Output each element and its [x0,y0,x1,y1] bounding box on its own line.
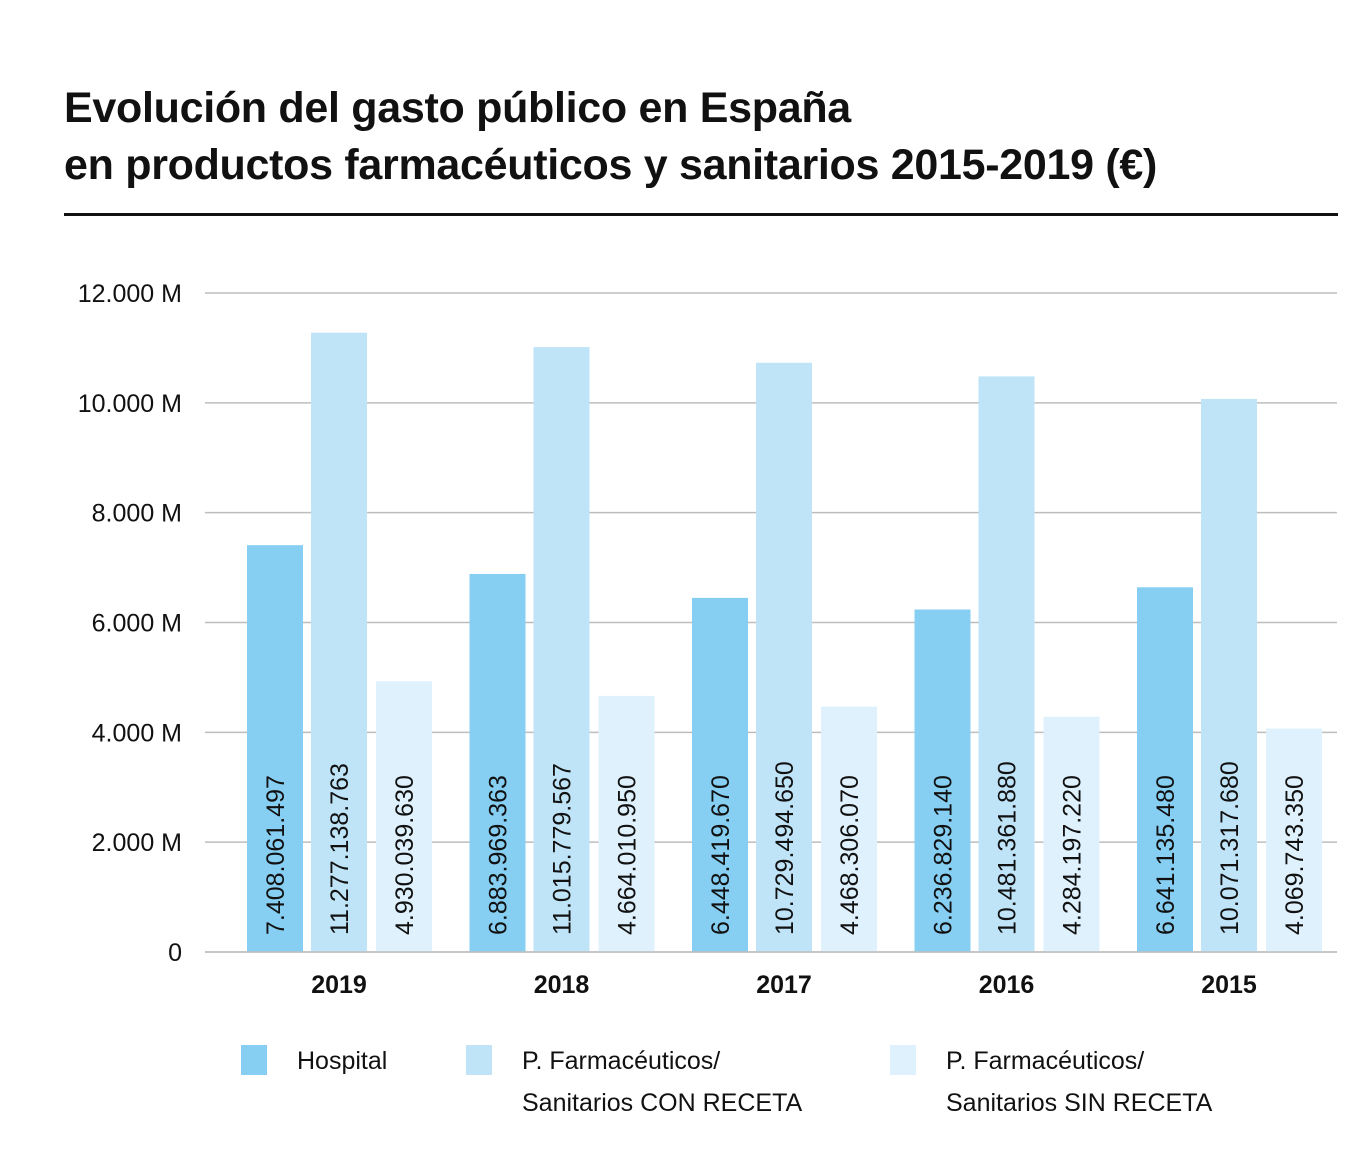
bar [376,681,432,952]
chart-title: Evolución del gasto público en España en… [64,80,1157,194]
bar [1137,587,1193,952]
bar-value-label: 4.468.306.070 [836,775,864,935]
bar-value-label: 10.071.317.680 [1216,761,1244,935]
y-tick-label: 12.000 M [78,280,182,308]
y-tick-label: 0 [168,939,182,967]
bar [598,695,655,952]
bar-value-label: 6.883.969.363 [485,775,513,935]
y-tick-label: 8.000 M [92,500,182,528]
title-divider [64,213,1338,216]
bar [469,573,526,952]
bar [692,597,748,952]
bar-value-label: 7.408.061.497 [262,775,290,935]
x-tick-label: 2015 [1201,971,1257,999]
bar-value-label: 4.069.743.350 [1281,775,1309,935]
bar [533,347,590,952]
title-line-1: Evolución del gasto público en España [64,84,851,132]
bar [311,332,367,952]
legend-swatch-hospital [241,1045,267,1075]
bar-value-label: 4.930.039.630 [391,775,419,935]
y-tick-label: 6.000 M [92,610,182,638]
bar [756,362,812,952]
y-tick-label: 4.000 M [92,719,182,747]
bar-chart: 0 2.000 M 4.000 M 6.000 M 8.000 M 10.000 M 12.… [78,280,1337,999]
legend-label: Hospital [297,1047,388,1075]
bar-value-label: 4.284.197.220 [1059,775,1087,935]
bar-value-label: 6.448.419.670 [707,775,735,935]
y-tick-label: 10.000 M [78,390,182,418]
bar-value-label: 10.481.361.880 [994,761,1022,935]
bar [247,545,303,952]
title-line-2: en productos farmacéuticos y sanitarios … [64,141,1157,189]
bar-value-label: 10.729.494.650 [771,761,799,935]
bar-value-label: 6.641.135.480 [1152,775,1180,935]
bar-value-label: 4.664.010.950 [614,775,642,935]
bar [978,376,1035,952]
bar [914,609,971,952]
y-tick-label: 2.000 M [92,829,182,857]
legend-label: P. Farmacéuticos/Sanitarios SIN RECETA [946,1047,1213,1117]
x-tick-label: 2019 [311,971,367,999]
bar-value-label: 11.015.779.567 [549,763,577,935]
x-tick-label: 2016 [979,971,1035,999]
bar-value-label: 6.236.829.140 [930,775,958,935]
x-tick-label: 2018 [534,971,590,999]
legend-label: P. Farmacéuticos/Sanitarios CON RECETA [522,1047,803,1117]
bar-value-label: 11.277.138.763 [326,763,354,935]
bar [1201,398,1257,952]
bar [1266,728,1322,952]
bar [821,706,877,952]
legend-swatch-con-receta [466,1045,492,1075]
legend-swatch-sin-receta [890,1045,916,1075]
x-tick-label: 2017 [756,971,812,999]
bar [1043,716,1100,952]
